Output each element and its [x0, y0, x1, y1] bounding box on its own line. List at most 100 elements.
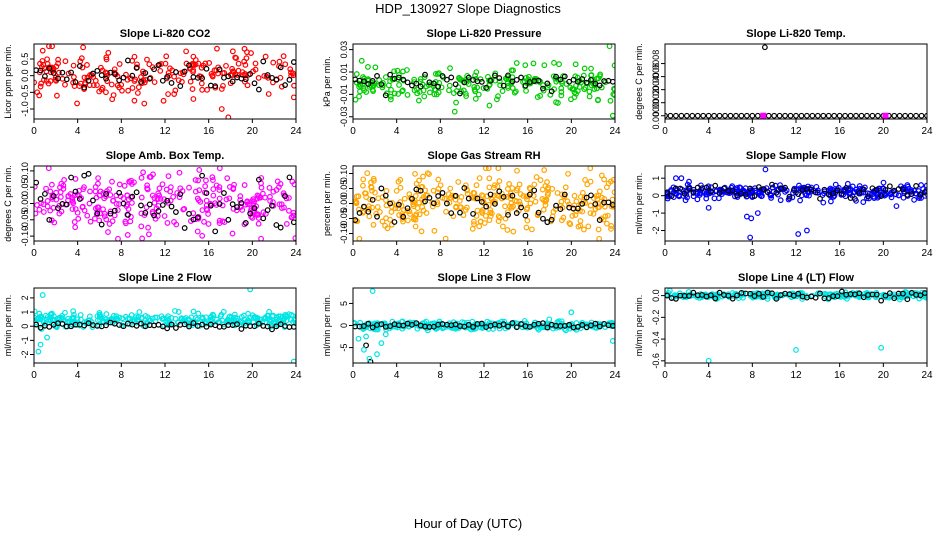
data-point	[195, 310, 202, 317]
data-point-black	[882, 186, 889, 193]
data-point	[226, 195, 233, 202]
data-point	[86, 200, 93, 207]
data-point	[602, 79, 609, 86]
data-point	[191, 318, 198, 325]
data-point	[564, 198, 571, 205]
data-point-black	[229, 78, 236, 85]
data-point-outlier	[747, 234, 754, 241]
data-point-black	[417, 83, 424, 90]
data-point	[604, 212, 611, 219]
data-point-black	[103, 191, 109, 197]
data-point-outlier	[893, 203, 900, 210]
data-point-black	[500, 321, 507, 328]
chart-title: Slope Gas Stream RH	[427, 150, 540, 162]
data-point-black	[700, 112, 707, 119]
data-point-black	[164, 325, 171, 332]
data-point-black	[809, 112, 816, 119]
data-point-black	[124, 57, 131, 64]
data-point	[387, 93, 394, 100]
x-tick-label: 0	[31, 126, 37, 137]
data-point	[355, 206, 362, 213]
data-point	[172, 87, 179, 94]
data-point	[871, 195, 878, 202]
data-point	[480, 323, 487, 330]
data-point	[44, 56, 51, 63]
data-point	[79, 204, 86, 211]
data-point-black	[703, 184, 710, 191]
data-point	[420, 173, 426, 180]
data-point	[61, 177, 68, 183]
data-point-black	[85, 170, 92, 177]
y-tick-label: -0.05	[20, 210, 30, 231]
data-point	[172, 308, 178, 314]
data-point	[356, 93, 362, 100]
data-point-black	[164, 73, 171, 80]
data-point	[469, 225, 476, 232]
data-point	[463, 204, 470, 211]
data-point	[374, 204, 381, 210]
data-point	[72, 224, 79, 231]
data-point-black	[782, 184, 788, 191]
data-point-black	[378, 185, 385, 192]
data-point-black	[290, 219, 296, 226]
data-point-black	[609, 201, 615, 208]
data-point-black	[886, 183, 893, 190]
data-point	[69, 197, 76, 204]
x-tick-label: 12	[159, 248, 171, 259]
data-point-black	[786, 193, 793, 200]
data-point	[516, 198, 523, 205]
data-point	[195, 177, 202, 184]
data-point	[65, 315, 72, 322]
data-point	[576, 84, 583, 90]
data-point	[584, 181, 591, 188]
data-point	[203, 197, 210, 204]
data-point	[47, 207, 54, 214]
data-point	[431, 227, 438, 234]
data-point	[45, 166, 52, 172]
data-point	[49, 44, 55, 50]
x-tick-label: 8	[119, 248, 125, 259]
x-tick-label: 16	[834, 248, 846, 259]
data-point-black	[712, 295, 719, 302]
data-point-black	[825, 112, 832, 119]
data-point	[419, 204, 426, 210]
data-points	[34, 166, 296, 241]
x-tick-label: 24	[609, 370, 621, 381]
data-point-black	[391, 219, 398, 225]
data-point	[486, 184, 493, 191]
data-point-black	[361, 203, 367, 210]
x-tick-label: 24	[921, 370, 933, 381]
data-point-black	[168, 203, 175, 210]
data-point-black	[46, 323, 53, 330]
chart-panel-2: Slope Li-820 Pressure 0 4 8 12 16 20 24 -0.03 -0.…	[322, 28, 621, 137]
data-point	[43, 78, 50, 84]
data-point-black	[690, 289, 697, 296]
data-point-black	[430, 80, 437, 87]
data-point-black	[190, 216, 197, 223]
x-tick-label: 0	[350, 248, 356, 259]
data-point	[119, 315, 126, 322]
data-point-black	[400, 213, 407, 220]
data-point	[433, 91, 440, 98]
data-point	[82, 81, 88, 88]
data-point	[411, 199, 418, 206]
data-point-black	[98, 221, 105, 228]
data-point-black	[382, 192, 389, 199]
data-point	[146, 61, 153, 68]
figure-title: HDP_130927 Slope Diagnostics	[375, 1, 561, 16]
data-point	[504, 186, 511, 192]
data-point-black	[387, 200, 394, 207]
data-point-black	[548, 216, 555, 223]
data-point	[665, 193, 671, 199]
data-point	[542, 202, 549, 208]
data-point-outlier	[265, 91, 272, 97]
data-point-black	[461, 185, 468, 191]
y-tick-label: -0.01	[339, 84, 349, 105]
data-point-black	[596, 323, 603, 330]
data-point	[283, 221, 290, 227]
chart-title: Slope Line 2 Flow	[119, 272, 212, 284]
data-point-outlier	[486, 102, 493, 109]
data-point-outlier	[553, 99, 559, 106]
x-tick-label: 12	[478, 126, 490, 137]
data-point	[128, 199, 135, 206]
